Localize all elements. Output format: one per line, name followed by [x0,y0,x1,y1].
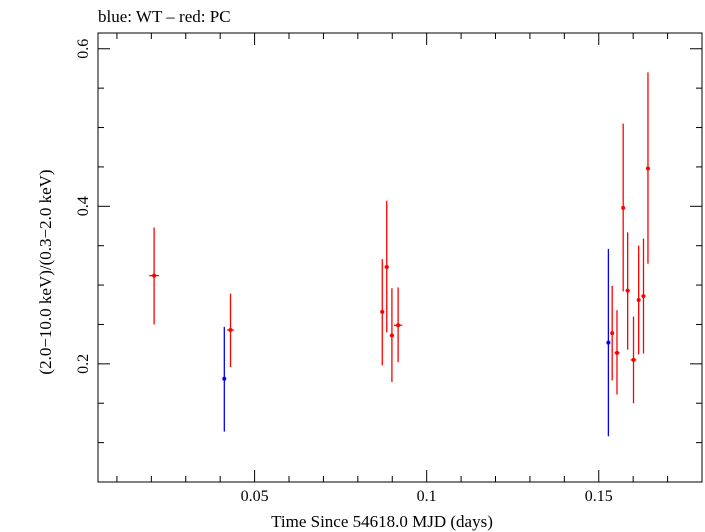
plot-frame [97,32,703,483]
point-marker [636,298,641,303]
data-point [393,287,403,363]
y-axis-label: (2.0−10.0 keV)/(0.3−2.0 keV) [36,169,55,374]
data-point [227,293,234,367]
data-point [625,232,630,350]
y-tick-label: 0.2 [75,354,92,374]
chart-title: blue: WT – red: PC [98,7,231,26]
data-point [149,227,159,325]
axis-ticks: 0.05 0.1 0.15 0.2 0.4 0.6 [75,33,703,505]
x-tick-label: 0.05 [241,488,269,505]
point-marker [631,357,636,362]
data-point [641,238,646,354]
point-marker [614,350,619,355]
point-marker [396,323,401,328]
data-point [380,259,385,366]
data-point [614,310,620,395]
point-marker [610,331,615,336]
point-marker [380,309,385,314]
data-point [636,245,641,355]
data-point [389,288,394,382]
data-point [222,326,227,432]
point-marker [621,205,626,210]
series-pc [149,72,650,404]
data-points [149,72,650,437]
x-axis-label: Time Since 54618.0 MJD (days) [271,512,493,531]
point-marker [645,166,650,171]
data-point [606,248,611,437]
point-marker [222,376,227,381]
point-marker [384,264,389,269]
point-marker [228,327,233,332]
data-point [645,72,650,264]
data-point [384,200,389,333]
x-tick-label: 0.15 [585,488,613,505]
data-point [621,123,626,292]
series-wt [222,248,611,437]
data-point [610,285,615,381]
y-tick-label: 0.4 [75,196,92,216]
x-tick-label: 0.1 [417,488,437,505]
point-marker [641,294,646,299]
y-tick-label: 0.6 [75,39,92,59]
data-point [630,316,637,404]
point-marker [152,273,157,278]
point-marker [389,333,394,338]
point-marker [606,340,611,345]
point-marker [625,288,630,293]
